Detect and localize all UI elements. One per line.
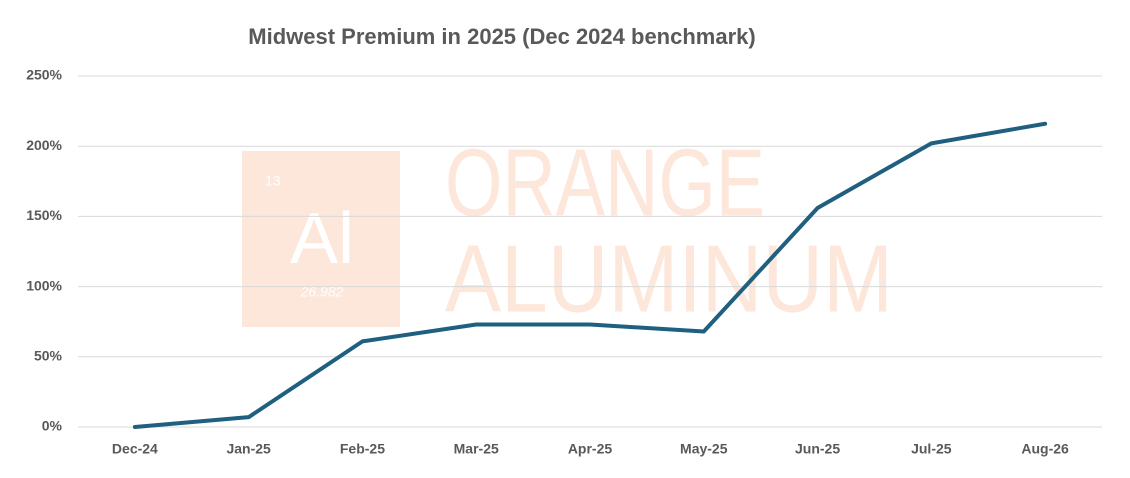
y-tick-label: 150% bbox=[26, 207, 62, 223]
y-tick-label: 200% bbox=[26, 137, 62, 153]
watermark: 13 Al 26.982 ORANGE ALUMINUM bbox=[242, 129, 893, 332]
x-tick-label: Jan-25 bbox=[226, 441, 271, 457]
watermark-tile bbox=[242, 151, 400, 327]
x-tick-label: Jun-25 bbox=[795, 441, 840, 457]
x-tick-label: Apr-25 bbox=[568, 441, 613, 457]
watermark-number: 13 bbox=[265, 173, 281, 189]
y-tick-label: 250% bbox=[26, 67, 62, 83]
x-tick-label: Feb-25 bbox=[340, 441, 385, 457]
x-tick-label: Mar-25 bbox=[454, 441, 499, 457]
x-tick-label: May-25 bbox=[680, 441, 728, 457]
x-tick-label: Dec-24 bbox=[112, 441, 158, 457]
series-line bbox=[132, 121, 1048, 429]
watermark-mass: 26.982 bbox=[300, 284, 344, 300]
watermark-line2: ALUMINUM bbox=[445, 225, 893, 332]
x-tick-label: Aug-26 bbox=[1021, 441, 1069, 457]
x-tick-label: Jul-25 bbox=[911, 441, 952, 457]
watermark-symbol: Al bbox=[290, 199, 354, 279]
y-tick-label: 50% bbox=[34, 348, 63, 364]
y-tick-label: 100% bbox=[26, 277, 62, 293]
watermark-line1: ORANGE bbox=[445, 129, 765, 236]
y-tick-label: 0% bbox=[42, 418, 63, 434]
chart-title: Midwest Premium in 2025 (Dec 2024 benchm… bbox=[248, 24, 755, 49]
